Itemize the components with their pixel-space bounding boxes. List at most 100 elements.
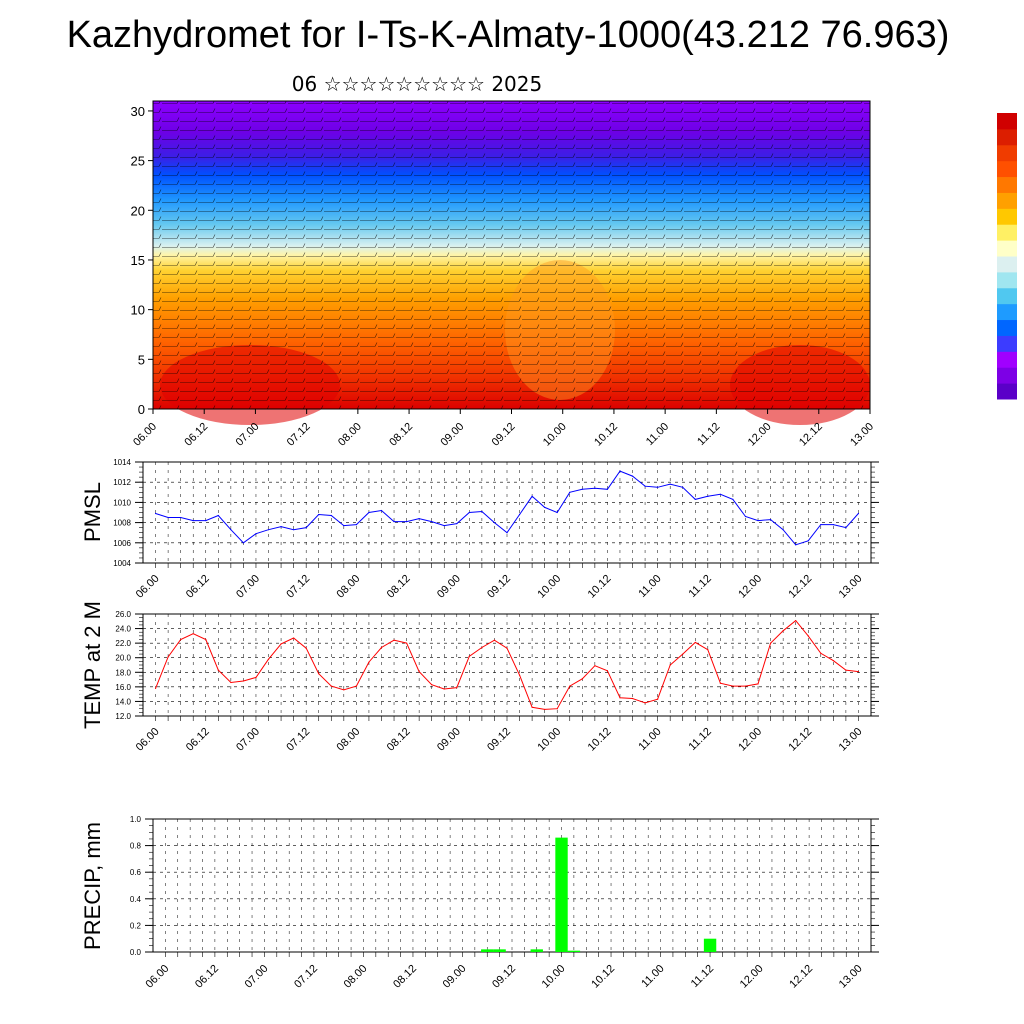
data-point — [581, 488, 583, 490]
x-tick-label: 10.00 — [541, 421, 569, 449]
data-point — [368, 511, 370, 514]
colorbar-swatch — [997, 208, 1017, 225]
precip-bar — [703, 938, 717, 952]
x-tick-label: 07.00 — [234, 726, 262, 754]
data-point — [569, 491, 571, 493]
x-tick-label: 07.12 — [285, 421, 313, 449]
x-tick-label: 11.12 — [687, 726, 714, 753]
x-tick-label: 08.00 — [335, 726, 363, 754]
data-point — [255, 676, 257, 678]
colorbar-swatch — [997, 351, 1017, 368]
data-point — [631, 697, 634, 700]
colorbar-swatch — [997, 224, 1017, 241]
x-tick-label: 12.12 — [786, 726, 814, 754]
pmsl-panel: 1004 1006 1008 1010 1012 1014 06.00 06.12 07.00 0… — [80, 458, 879, 601]
colorbar-swatch — [997, 367, 1017, 384]
data-point — [154, 512, 157, 515]
data-point — [594, 487, 596, 489]
data-point — [631, 475, 634, 477]
data-point — [293, 637, 295, 639]
y-axis-label: TEMP at 2 M — [80, 601, 105, 729]
data-point — [180, 638, 182, 641]
colorbar-swatch — [997, 240, 1017, 257]
y-tick-label: 22.0 — [115, 639, 131, 648]
data-point — [769, 642, 772, 644]
data-point — [192, 633, 194, 635]
colorbar-swatch — [997, 383, 1017, 400]
x-tick-label: 09.12 — [490, 963, 518, 991]
x-tick-label: 09.00 — [435, 726, 463, 754]
data-point — [719, 682, 721, 684]
colorbar — [997, 113, 1017, 400]
y-tick-label: 30 — [131, 104, 145, 119]
precip-bar — [530, 949, 543, 952]
y-tick-label: 1010 — [113, 498, 131, 507]
x-tick-label: 08.12 — [391, 963, 419, 991]
x-tick-label: 09.12 — [485, 573, 513, 601]
data-point — [782, 630, 784, 632]
temp-panel: 12.0 14.0 16.0 18.0 20.0 22.0 24.0 26.0 06.00 06.… — [80, 601, 879, 754]
data-point — [694, 498, 696, 500]
data-point — [355, 685, 357, 687]
data-point — [468, 511, 470, 514]
data-point — [368, 661, 370, 663]
data-point — [544, 708, 546, 711]
data-point — [669, 664, 671, 666]
colorbar-swatch — [997, 144, 1017, 162]
data-point — [807, 540, 809, 542]
x-tick-label: 06.00 — [134, 726, 162, 754]
data-point — [443, 688, 445, 690]
x-tick-label: 11.00 — [636, 726, 663, 753]
data-point — [305, 647, 307, 649]
data-point — [644, 485, 646, 487]
data-point — [280, 643, 282, 645]
precip-bar — [481, 949, 494, 952]
x-tick-label: 06.12 — [182, 421, 210, 449]
data-point — [719, 493, 721, 495]
data-point — [280, 526, 282, 528]
colorbar-swatch — [997, 303, 1017, 321]
data-point — [431, 520, 433, 523]
x-tick-label: 11.12 — [695, 421, 722, 448]
data-point — [657, 698, 659, 700]
data-point — [782, 529, 784, 531]
x-tick-label: 12.12 — [786, 573, 814, 601]
data-point — [380, 509, 383, 512]
data-point — [832, 660, 834, 662]
data-point — [230, 681, 232, 684]
data-point — [518, 674, 521, 676]
data-point — [506, 647, 508, 649]
data-point — [481, 646, 483, 649]
x-tick-label: 09.00 — [441, 963, 469, 991]
data-point — [418, 517, 420, 520]
data-point — [405, 520, 408, 523]
data-point — [845, 527, 847, 529]
y-tick-label: 1006 — [113, 539, 131, 548]
x-tick-label: 06.00 — [144, 963, 172, 991]
data-point — [154, 687, 157, 689]
data-point — [732, 685, 734, 687]
data-point — [619, 470, 621, 472]
data-point — [192, 519, 194, 522]
y-tick-label: 15 — [131, 253, 145, 268]
x-tick-label: 09.00 — [438, 421, 466, 449]
x-tick-label: 07.12 — [292, 963, 320, 991]
y-tick-label: 0.4 — [130, 895, 142, 904]
colorbar-swatch — [997, 256, 1017, 273]
y-axis-label: PRECIP, mm — [80, 822, 105, 950]
data-point — [518, 513, 521, 516]
x-tick-label: 12.00 — [738, 963, 766, 991]
y-tick-label: 1004 — [113, 559, 131, 568]
data-point — [556, 511, 558, 514]
x-tick-label: 06.12 — [184, 726, 212, 754]
y-tick-label: 20 — [131, 203, 145, 218]
x-tick-label: 12.00 — [746, 421, 774, 449]
data-point — [807, 635, 809, 637]
x-tick-label: 08.00 — [335, 573, 363, 601]
data-point — [443, 525, 445, 527]
x-tick-label: 11.00 — [639, 963, 666, 990]
data-point — [493, 639, 496, 641]
data-point — [506, 532, 508, 534]
